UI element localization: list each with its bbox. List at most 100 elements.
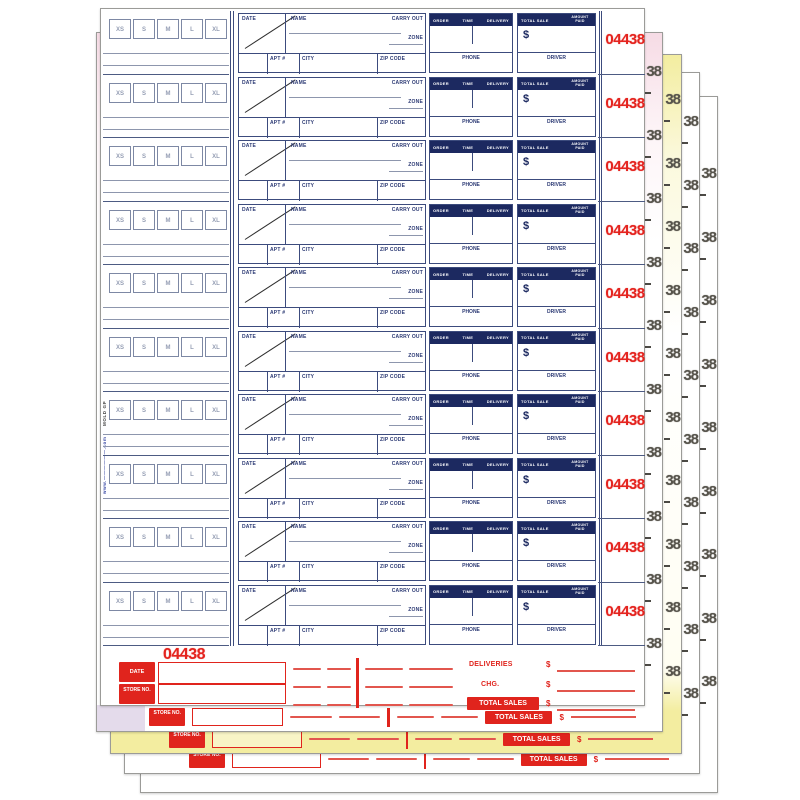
cell-divider bbox=[472, 153, 473, 171]
write-line bbox=[293, 668, 321, 670]
size-checkbox-xs: XS bbox=[109, 82, 131, 103]
size-checkbox-l: L bbox=[181, 527, 203, 547]
perforation-tick bbox=[664, 437, 670, 440]
perforation-tick bbox=[645, 219, 651, 221]
apt-label: APT # bbox=[270, 500, 286, 507]
date-label: DATE bbox=[242, 460, 257, 467]
phone-label: PHONE bbox=[462, 182, 480, 188]
stub-write-line bbox=[103, 255, 229, 257]
carry-out-label: CARRY OUT bbox=[391, 206, 423, 213]
customer-fields-block: DATE NAME CARRY OUT ZONE APT # CITY ZIP … bbox=[238, 267, 426, 328]
time-label: TIME bbox=[462, 81, 474, 86]
serial-edge-item: 38 bbox=[645, 631, 662, 695]
size-checkbox-s: S bbox=[133, 527, 155, 547]
size-checkbox-s: S bbox=[133, 463, 155, 484]
cell-divider bbox=[518, 179, 595, 180]
stub-write-line bbox=[103, 53, 229, 54]
partial-serial-number: 38 bbox=[646, 634, 662, 652]
total-sale-label: TOTAL SALE bbox=[521, 17, 549, 23]
stub-write-line bbox=[103, 180, 229, 181]
apt-label: APT # bbox=[270, 119, 286, 126]
partial-serial-number: 38 bbox=[646, 126, 662, 144]
carry-out-label: CARRY OUT bbox=[391, 16, 423, 22]
serial-edge-item: 38 bbox=[664, 468, 681, 532]
time-label: TIME bbox=[462, 462, 474, 467]
zone-label: ZONE bbox=[408, 352, 423, 359]
zip-code-label: ZIP CODE bbox=[380, 373, 406, 380]
order-row: XS S M L XL DATE NAME CARRY OUT ZONE bbox=[101, 265, 645, 329]
field-divider bbox=[299, 561, 300, 582]
stub-write-line bbox=[103, 624, 229, 626]
write-line bbox=[290, 716, 332, 718]
write-line bbox=[293, 704, 321, 706]
write-line bbox=[409, 668, 453, 670]
zone-label: ZONE bbox=[408, 479, 423, 486]
total-sales-box: TOTAL SALES bbox=[467, 697, 539, 710]
zone-write-line bbox=[389, 615, 423, 617]
field-divider bbox=[299, 307, 300, 328]
write-line bbox=[396, 716, 434, 718]
phone-label: PHONE bbox=[462, 309, 480, 315]
cell-divider bbox=[518, 306, 595, 307]
carry-out-label: CARRY OUT bbox=[391, 79, 423, 86]
size-checkbox-s: S bbox=[133, 19, 155, 39]
perforation-tick bbox=[645, 346, 651, 348]
zip-code-label: ZIP CODE bbox=[380, 310, 406, 316]
size-checkbox-s: S bbox=[133, 273, 155, 293]
stub-write-line bbox=[103, 446, 229, 447]
stub-write-line bbox=[103, 382, 229, 384]
partial-serial-number: 38 bbox=[701, 482, 717, 500]
order-row: XS S M L XL DATE NAME CARRY OUT ZONE bbox=[101, 138, 645, 202]
serial-edge-item: 38 bbox=[700, 669, 717, 733]
customer-fields-block: DATE NAME CARRY OUT ZONE APT # CITY ZIP … bbox=[238, 203, 426, 265]
serial-edge-item: 38 bbox=[700, 225, 717, 289]
size-checkbox-xs: XS bbox=[109, 273, 131, 293]
partial-serial-number: 38 bbox=[701, 228, 717, 246]
field-divider bbox=[267, 307, 268, 328]
serial-edge-item: 38 bbox=[645, 123, 662, 187]
serial-edge-item: 38 bbox=[664, 405, 681, 469]
time-label: TIME bbox=[462, 17, 474, 23]
write-line bbox=[476, 758, 514, 760]
row-separator-line bbox=[598, 645, 645, 646]
total-sales-box: TOTAL SALES bbox=[503, 732, 570, 746]
serial-edge-item: 38 bbox=[682, 300, 699, 364]
serial-edge-item: 38 bbox=[664, 151, 681, 215]
size-checkbox-xl: XL bbox=[205, 19, 227, 39]
perforation-tick bbox=[700, 511, 706, 514]
write-line bbox=[365, 668, 403, 670]
customer-fields-block: DATE NAME CARRY OUT ZONE APT # CITY ZIP … bbox=[238, 140, 426, 201]
row-separator-line bbox=[598, 581, 645, 583]
field-divider bbox=[285, 585, 286, 625]
zone-label: ZONE bbox=[408, 225, 423, 232]
partial-serial-number: 38 bbox=[646, 444, 662, 461]
zip-code-label: ZIP CODE bbox=[380, 119, 406, 126]
order-time-delivery-block: ORDER TIME DELIVERY PHONE bbox=[429, 76, 513, 137]
perforation-tick bbox=[645, 409, 651, 412]
field-divider bbox=[239, 243, 425, 245]
ticket-serial-number: 04438 bbox=[605, 221, 645, 239]
serial-edge-item: 38 bbox=[682, 554, 699, 618]
delivery-label: DELIVERY bbox=[486, 144, 509, 150]
zone-write-line bbox=[389, 361, 423, 363]
size-checkbox-m: M bbox=[157, 209, 179, 230]
partial-serial-number: 38 bbox=[683, 113, 699, 130]
perforation-tick bbox=[645, 473, 651, 475]
field-divider bbox=[239, 624, 425, 626]
order-row: XS S M L XL DATE NAME CARRY OUT ZONE bbox=[101, 455, 645, 519]
write-line bbox=[414, 738, 453, 740]
zone-write-line bbox=[389, 425, 423, 426]
perforation-tick bbox=[700, 638, 706, 641]
order-time-delivery-bar: ORDER TIME DELIVERY bbox=[430, 331, 512, 344]
perforation-tick bbox=[682, 332, 688, 335]
delivery-label: DELIVERY bbox=[486, 81, 509, 86]
serial-edge-column: 38 38 38 38 38 38 38 38 bbox=[645, 59, 662, 694]
perforation-tick bbox=[700, 321, 706, 323]
serial-edge-item: 38 bbox=[664, 278, 681, 342]
partial-serial-number: 38 bbox=[701, 165, 717, 182]
cell-divider bbox=[472, 280, 473, 298]
zone-write-line bbox=[389, 44, 423, 45]
perforation-tick bbox=[664, 120, 670, 122]
perforation-tick bbox=[682, 396, 688, 398]
summary-footer: 04438 DATE STORE NO. DELIVERIES $ CHG. bbox=[101, 646, 644, 711]
